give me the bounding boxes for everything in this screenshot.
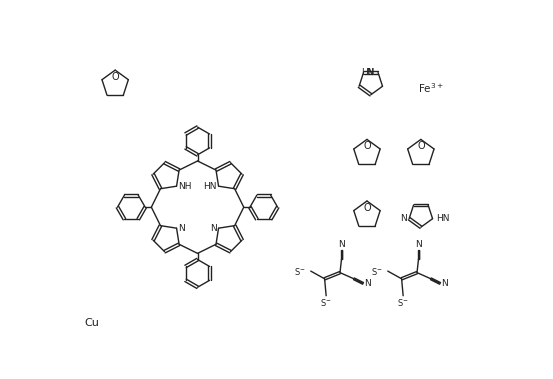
Text: N: N bbox=[178, 224, 185, 233]
Text: S$^{-}$: S$^{-}$ bbox=[397, 297, 409, 308]
Text: S$^{-}$: S$^{-}$ bbox=[372, 266, 383, 277]
Text: Cu: Cu bbox=[85, 318, 99, 328]
Text: N: N bbox=[364, 279, 371, 288]
Text: NH: NH bbox=[178, 182, 191, 191]
Text: O: O bbox=[417, 141, 425, 151]
Text: N: N bbox=[400, 214, 407, 223]
Text: O: O bbox=[111, 72, 119, 82]
Text: HN: HN bbox=[204, 182, 217, 191]
Text: O: O bbox=[363, 141, 371, 151]
Text: S$^{-}$: S$^{-}$ bbox=[320, 297, 332, 308]
Text: N: N bbox=[338, 240, 345, 249]
Text: S$^{-}$: S$^{-}$ bbox=[294, 266, 306, 277]
Text: N: N bbox=[441, 279, 448, 288]
Text: O: O bbox=[363, 203, 371, 213]
Text: N: N bbox=[415, 240, 422, 249]
Text: N: N bbox=[210, 224, 217, 233]
Text: N: N bbox=[366, 68, 373, 77]
Text: HN: HN bbox=[436, 214, 449, 223]
Text: HN: HN bbox=[362, 68, 375, 77]
Text: Fe$^{3+}$: Fe$^{3+}$ bbox=[418, 81, 444, 95]
